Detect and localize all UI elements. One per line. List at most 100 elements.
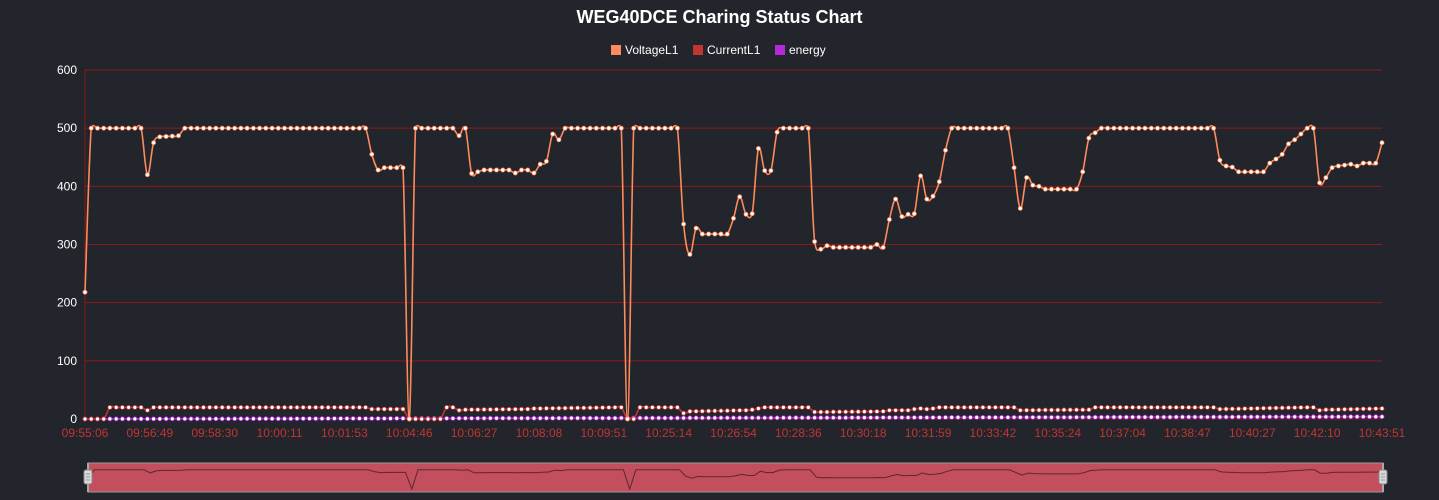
data-point[interactable] — [1080, 169, 1086, 175]
data-point[interactable] — [1229, 164, 1235, 170]
data-point[interactable] — [475, 169, 481, 175]
data-point[interactable] — [444, 404, 450, 410]
data-point[interactable] — [1080, 414, 1086, 420]
data-point[interactable] — [282, 125, 287, 131]
data-point[interactable] — [207, 416, 213, 422]
data-point[interactable] — [425, 416, 431, 422]
data-point[interactable] — [238, 125, 244, 131]
data-point[interactable] — [138, 125, 144, 131]
data-point[interactable] — [500, 406, 506, 412]
data-point[interactable] — [257, 416, 263, 422]
data-point[interactable] — [469, 407, 475, 413]
data-point[interactable] — [656, 404, 662, 410]
data-point[interactable] — [593, 415, 599, 421]
data-point[interactable] — [968, 404, 973, 410]
data-point[interactable] — [1080, 407, 1086, 413]
data-point[interactable] — [288, 404, 294, 410]
data-point[interactable] — [331, 416, 337, 421]
data-point[interactable] — [394, 406, 400, 412]
data-point[interactable] — [643, 404, 649, 410]
data-point[interactable] — [462, 125, 468, 131]
data-point[interactable] — [1180, 125, 1185, 131]
data-point[interactable] — [600, 405, 605, 411]
data-point[interactable] — [618, 125, 624, 131]
data-point[interactable] — [1180, 414, 1185, 420]
data-point[interactable] — [768, 168, 774, 174]
data-point[interactable] — [400, 415, 406, 421]
data-point[interactable] — [631, 125, 637, 131]
data-zoom-slider[interactable] — [83, 462, 1388, 493]
data-point[interactable] — [1086, 414, 1092, 420]
data-point[interactable] — [450, 125, 456, 131]
data-point[interactable] — [531, 170, 537, 176]
data-point[interactable] — [1036, 414, 1042, 420]
data-point[interactable] — [531, 406, 537, 411]
data-point[interactable] — [176, 404, 181, 410]
data-point[interactable] — [282, 416, 287, 422]
data-point[interactable] — [949, 414, 955, 420]
data-point[interactable] — [1055, 186, 1061, 192]
data-point[interactable] — [512, 170, 518, 176]
data-point[interactable] — [325, 404, 331, 410]
data-point[interactable] — [781, 404, 786, 410]
data-point[interactable] — [955, 414, 961, 420]
data-point[interactable] — [475, 407, 481, 413]
data-point[interactable] — [1186, 414, 1192, 420]
data-point[interactable] — [207, 125, 213, 131]
data-point[interactable] — [1155, 404, 1160, 410]
data-point[interactable] — [980, 125, 986, 131]
data-point[interactable] — [494, 167, 499, 173]
data-point[interactable] — [731, 408, 736, 413]
data-point[interactable] — [481, 407, 487, 412]
data-point[interactable] — [1329, 165, 1335, 171]
data-point[interactable] — [201, 125, 206, 131]
data-point[interactable] — [126, 125, 132, 131]
data-point[interactable] — [157, 404, 163, 410]
data-point[interactable] — [263, 125, 269, 131]
data-point[interactable] — [1180, 404, 1185, 410]
data-point[interactable] — [924, 415, 930, 420]
data-point[interactable] — [450, 415, 456, 421]
data-point[interactable] — [388, 406, 393, 412]
data-point[interactable] — [225, 125, 231, 131]
data-point[interactable] — [250, 404, 256, 410]
data-point[interactable] — [232, 416, 238, 422]
data-point[interactable] — [1049, 186, 1054, 192]
data-point[interactable] — [693, 225, 699, 231]
data-point[interactable] — [575, 415, 580, 421]
data-point[interactable] — [974, 414, 980, 420]
data-point[interactable] — [1061, 407, 1067, 413]
data-point[interactable] — [319, 404, 325, 410]
data-point[interactable] — [475, 415, 481, 421]
data-point[interactable] — [344, 416, 350, 421]
data-point[interactable] — [500, 167, 506, 173]
data-point[interactable] — [1099, 404, 1104, 410]
data-point[interactable] — [1105, 414, 1110, 420]
data-point[interactable] — [182, 416, 188, 422]
data-point[interactable] — [1167, 414, 1173, 420]
data-point[interactable] — [762, 415, 768, 421]
data-point[interactable] — [1005, 404, 1011, 410]
data-point[interactable] — [244, 416, 250, 422]
data-point[interactable] — [949, 125, 955, 131]
data-point[interactable] — [375, 167, 381, 173]
data-point[interactable] — [469, 171, 475, 176]
data-point[interactable] — [581, 125, 587, 131]
data-point[interactable] — [799, 125, 805, 131]
data-point[interactable] — [1017, 205, 1023, 211]
data-point[interactable] — [157, 416, 163, 422]
data-point[interactable] — [880, 408, 886, 414]
data-point[interactable] — [1042, 414, 1048, 420]
data-point[interactable] — [924, 406, 930, 412]
data-point[interactable] — [113, 416, 119, 422]
data-point[interactable] — [1379, 406, 1385, 411]
data-point[interactable] — [531, 415, 537, 421]
data-point[interactable] — [232, 125, 238, 131]
data-point[interactable] — [1186, 125, 1192, 131]
data-point[interactable] — [1005, 125, 1011, 131]
data-point[interactable] — [887, 407, 892, 413]
data-point[interactable] — [949, 404, 955, 410]
data-point[interactable] — [456, 133, 462, 139]
data-point[interactable] — [201, 404, 206, 410]
data-point[interactable] — [749, 407, 755, 413]
